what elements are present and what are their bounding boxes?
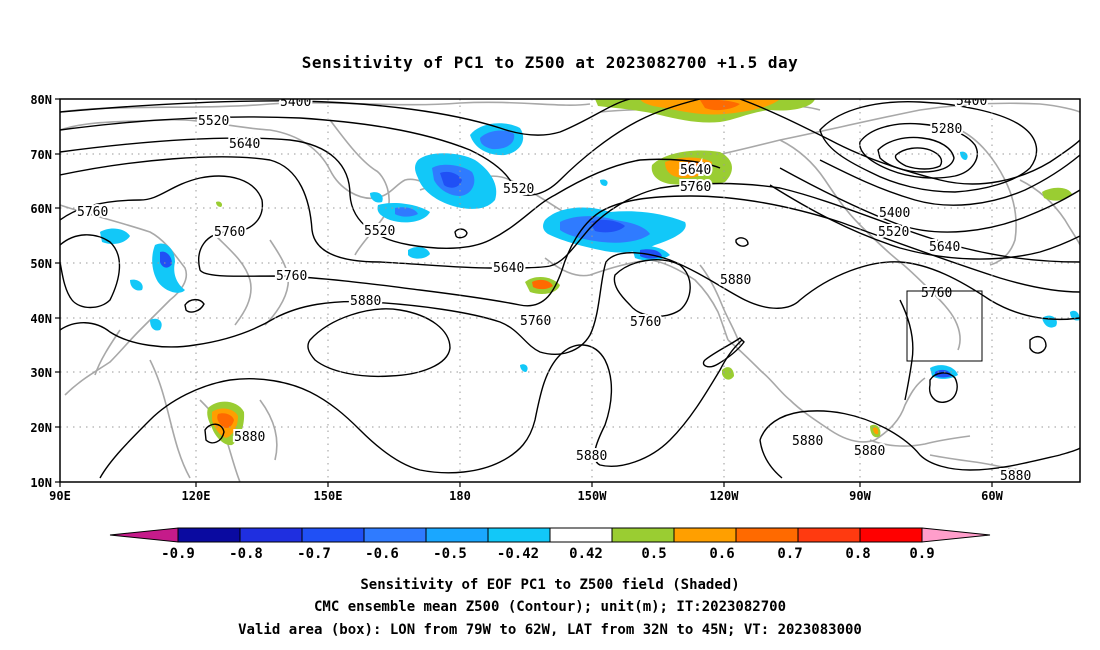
contour-label: 5880: [576, 449, 607, 464]
colorbar-segment: [673, 527, 737, 543]
contour-label: 5760: [77, 205, 108, 220]
contour-label: 5760: [921, 286, 952, 301]
colorbar-label: -0.42: [497, 546, 539, 562]
colorbar-segment: [859, 527, 923, 543]
tick-marks: [55, 98, 993, 487]
colorbar-segment: [735, 527, 799, 543]
caption-line-3: Valid area (box): LON from 79W to 62W, L…: [238, 622, 862, 638]
contour-label: 5760: [680, 180, 711, 195]
colorbar-segment: [239, 527, 303, 543]
lat-label: 50N: [30, 257, 52, 271]
colorbar-label: 0.8: [845, 546, 870, 562]
contour-label: 5880: [234, 430, 265, 445]
contour-label: 5880: [854, 444, 885, 459]
lon-axis-labels: 90E 120E 150E 180 150W 120W 90W 60W: [49, 489, 1003, 503]
colorbar-label: -0.8: [229, 546, 263, 562]
map-title: Sensitivity of PC1 to Z500 at 2023082700…: [302, 53, 799, 72]
contour-label: 5520: [364, 224, 395, 239]
contour-label: 5880: [1000, 469, 1031, 484]
lat-label: 60N: [30, 202, 52, 216]
colorbar-label: -0.6: [365, 546, 399, 562]
colorbar-label: -0.5: [433, 546, 467, 562]
contour-labels: 5400 5520 5640 5760 5760 5760 5880 5520 …: [75, 94, 1033, 484]
colorbar-label: 0.6: [709, 546, 734, 562]
contour-label: 5880: [350, 294, 381, 309]
colorbar-segment: [797, 527, 861, 543]
colorbar-label: -0.9: [161, 546, 195, 562]
valid-area-box: [906, 290, 983, 362]
contour-label: 5760: [276, 269, 307, 284]
contour-label: 5640: [493, 261, 524, 276]
lat-label: 20N: [30, 421, 52, 435]
map-frame: [59, 98, 1081, 483]
colorbar-extend-max: [921, 527, 991, 543]
lon-label: 120E: [182, 489, 211, 503]
lon-label: 150W: [578, 489, 608, 503]
z500-contours: [60, 99, 1080, 479]
colorbar-label: 0.7: [777, 546, 802, 562]
map-panel: 5400 5520 5640 5760 5760 5760 5880 5520 …: [30, 93, 1081, 503]
contour-label: 5400: [280, 95, 311, 110]
colorbar-segment: [301, 527, 365, 543]
colorbar-labels: -0.9 -0.8 -0.7 -0.6 -0.5 -0.42 0.42 0.5 …: [161, 546, 935, 562]
lon-label: 90W: [849, 489, 871, 503]
contour-label: 5520: [198, 114, 229, 129]
colorbar-segment: [363, 527, 427, 543]
contour-label: 5760: [520, 314, 551, 329]
contour-label: 5640: [680, 163, 711, 178]
contour-label: 5400: [956, 94, 987, 109]
colorbar: [109, 527, 991, 543]
caption-line-2: CMC ensemble mean Z500 (Contour); unit(m…: [314, 599, 786, 615]
colorbar-segment: [549, 527, 613, 543]
lon-label: 60W: [981, 489, 1003, 503]
lat-lon-grid: [60, 99, 1080, 482]
colorbar-label: 0.5: [641, 546, 666, 562]
colorbar-label: 0.42: [569, 546, 603, 562]
lat-axis-labels: 80N 70N 60N 50N 40N 30N 20N 10N: [30, 93, 52, 490]
contour-label: 5760: [630, 315, 661, 330]
colorbar-extend-min: [109, 527, 179, 543]
colorbar-segment: [487, 527, 551, 543]
contour-label: 5520: [878, 225, 909, 240]
contour-label: 5880: [792, 434, 823, 449]
contour-label: 5760: [214, 225, 245, 240]
colorbar-segment: [611, 527, 675, 543]
contour-label: 5640: [229, 137, 260, 152]
lat-label: 70N: [30, 148, 52, 162]
lat-label: 80N: [30, 93, 52, 107]
contour-label: 5400: [879, 206, 910, 221]
lat-label: 10N: [30, 476, 52, 490]
lat-label: 40N: [30, 312, 52, 326]
contour-label: 5520: [503, 182, 534, 197]
lon-label: 120W: [710, 489, 740, 503]
colorbar-segment: [425, 527, 489, 543]
caption-line-1: Sensitivity of EOF PC1 to Z500 field (Sh…: [360, 577, 739, 593]
lon-label: 180: [449, 489, 471, 503]
lon-label: 150E: [314, 489, 343, 503]
contour-label: 5640: [929, 240, 960, 255]
colorbar-label: -0.7: [297, 546, 331, 562]
colorbar-segment: [177, 527, 241, 543]
colorbar-label: 0.9: [909, 546, 934, 562]
lon-label: 90E: [49, 489, 71, 503]
lat-label: 30N: [30, 366, 52, 380]
contour-label: 5280: [931, 122, 962, 137]
shading-positive: [207, 99, 1072, 446]
contour-label: 5880: [720, 273, 751, 288]
